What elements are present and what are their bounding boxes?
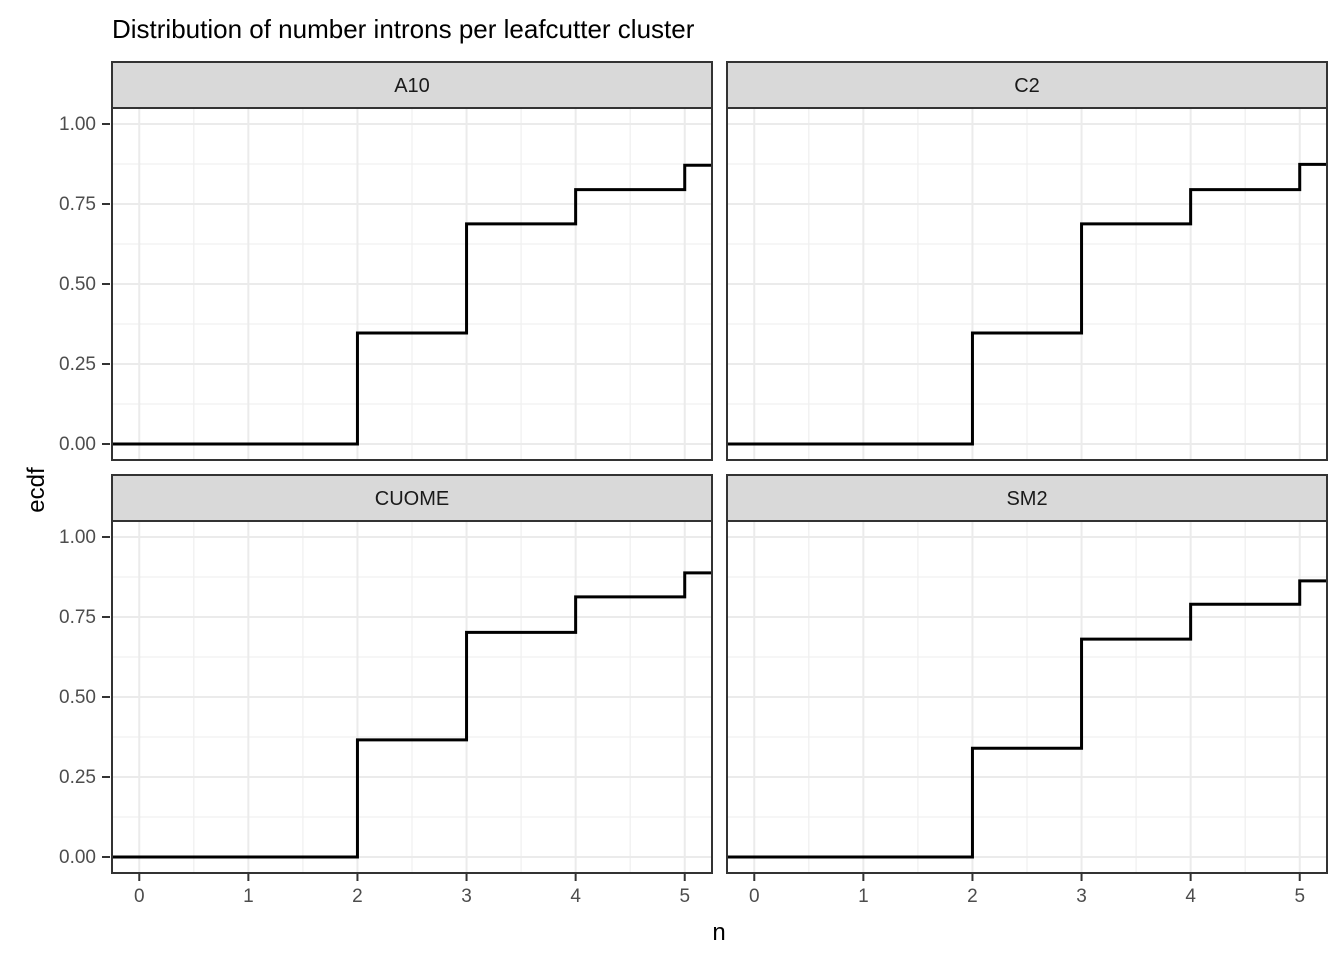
x-axis-title: n [712,919,726,946]
ecdf-step-line-CUOME [112,571,712,859]
facet-strip-label-CUOME: CUOME [375,488,449,510]
y-tick-label: 0.75 [59,607,96,628]
y-tick-label: 1.00 [59,114,96,135]
x-tick-label: 4 [1185,886,1196,907]
y-tick-label: 0.25 [59,354,96,375]
x-tick-label: 3 [1076,886,1087,907]
x-tick-label: 0 [749,886,760,907]
facet-strip-A10 [111,61,713,109]
chart-title: Distribution of number introns per leafc… [112,14,695,44]
x-tick-label: 3 [461,886,472,907]
y-tick-label: 0.75 [59,194,96,215]
y-tick-label: 1.00 [59,527,96,548]
facet-strip-CUOME [111,474,713,522]
facet-strip-label-A10: A10 [394,75,430,97]
x-tick-label: 1 [243,886,254,907]
facet-strip-label-C2: C2 [1014,75,1040,97]
x-tick-label: 5 [679,886,690,907]
y-tick-label: 0.50 [59,274,96,295]
ecdf-step-line-A10 [112,163,712,446]
facet-strip-SM2 [726,474,1328,522]
facet-strip-label-SM2: SM2 [1006,488,1047,510]
x-tick-label: 5 [1294,886,1305,907]
x-tick-label: 0 [134,886,145,907]
y-tick-label: 0.00 [59,434,96,455]
x-tick-label: 2 [967,886,978,907]
x-tick-label: 4 [570,886,581,907]
facet-strip-C2 [726,61,1328,109]
ecdf-step-line-SM2 [727,579,1327,859]
x-tick-label: 2 [352,886,363,907]
y-tick-label: 0.50 [59,687,96,708]
x-tick-label: 1 [858,886,869,907]
y-axis-title: ecdf [23,467,50,513]
y-tick-label: 0.00 [59,847,96,868]
y-tick-label: 0.25 [59,767,96,788]
ecdf-step-line-C2 [727,162,1327,446]
